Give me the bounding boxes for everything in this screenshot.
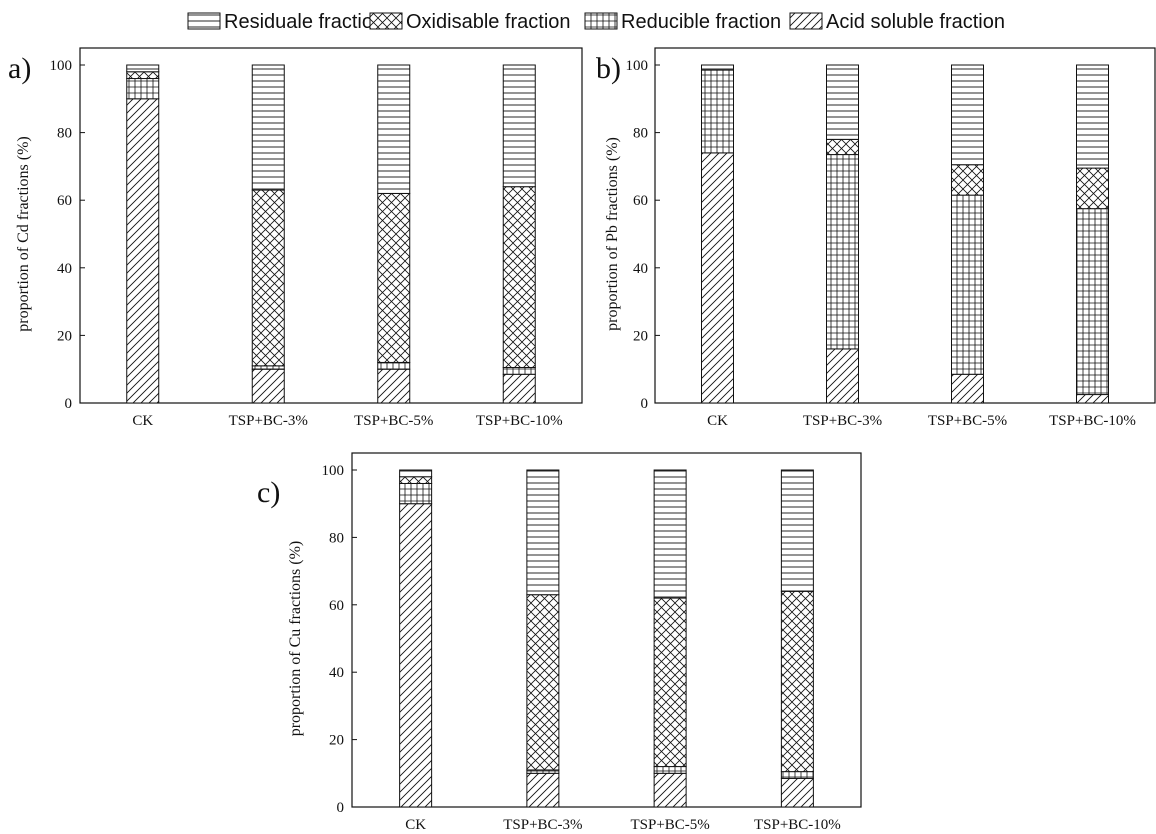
bar-segment-oxidisable — [526, 594, 560, 771]
y-axis-title: proportion of Cd fractions (%) — [15, 136, 32, 332]
bar-segment-residual — [526, 469, 560, 596]
legend-label-oxidisable: Oxidisable fraction — [406, 11, 571, 33]
y-tick-label: 40 — [57, 261, 72, 277]
legend-label-acid: Acid soluble fraction — [826, 11, 1005, 33]
y-tick-label: 100 — [626, 58, 649, 74]
y-tick-label: 100 — [50, 58, 73, 74]
bar-segment-acid — [951, 373, 984, 404]
y-tick-label: 0 — [65, 396, 73, 412]
bar-segment-residual — [653, 469, 687, 599]
bar-segment-reducible — [826, 154, 859, 350]
bar-segment-reducible — [951, 194, 984, 375]
bar-segment-acid — [1076, 394, 1109, 404]
bar-segment-acid — [826, 348, 859, 404]
x-tick-label: TSP+BC-5% — [630, 817, 709, 833]
bar-segment-acid — [126, 98, 160, 404]
legend-swatch-acid — [789, 12, 823, 30]
y-tick-label: 60 — [633, 193, 648, 209]
x-tick-label: TSP+BC-10% — [754, 817, 841, 833]
plot-frame — [351, 452, 862, 808]
bar-segment-oxidisable — [126, 71, 160, 80]
bar-segment-acid — [526, 772, 560, 808]
x-tick-label: TSP+BC-3% — [803, 413, 882, 429]
bar-segment-reducible — [1076, 208, 1109, 396]
legend: Residuale fraction Oxidisable fraction Red… — [187, 11, 1005, 33]
y-axis-title: proportion of Pb fractions (%) — [604, 137, 621, 331]
y-tick-label: 60 — [57, 193, 72, 209]
bar-segment-reducible — [780, 771, 814, 779]
legend-label-residual: Residuale fraction — [224, 11, 384, 33]
bar-segment-acid — [653, 772, 687, 808]
bar-segment-residual — [502, 64, 536, 188]
y-tick-label: 80 — [57, 126, 72, 142]
bar-segment-residual — [399, 469, 433, 478]
bar-segment-acid — [780, 777, 814, 808]
legend-label-reducible: Reducible fraction — [621, 11, 781, 33]
bar-segment-oxidisable — [251, 189, 285, 367]
bar-segment-oxidisable — [951, 164, 984, 196]
legend-swatch-residual — [187, 12, 221, 30]
bar-segment-reducible — [701, 69, 734, 154]
x-tick-label: TSP+BC-10% — [1049, 413, 1136, 429]
bar-segment-residual — [251, 64, 285, 191]
plot-frame — [79, 47, 583, 404]
x-tick-label: TSP+BC-3% — [229, 413, 308, 429]
panel-cd: 0 20 40 60 80 100 CK TSP+BC-3% TSP+BC-5% TSP+BC-1… — [8, 47, 583, 429]
legend-swatch-reducible — [584, 12, 618, 30]
y-tick-label: 20 — [633, 328, 648, 344]
bar-segment-reducible — [526, 769, 560, 774]
y-tick-label: 20 — [57, 328, 72, 344]
bar-segment-reducible — [126, 78, 160, 100]
bar-segment-residual — [826, 64, 859, 140]
y-tick-label: 0 — [641, 396, 649, 412]
x-tick-label: TSP+BC-3% — [503, 817, 582, 833]
bar-segment-residual — [1076, 64, 1109, 169]
panel-pb: 0 20 40 60 80 100 CK TSP+BC-3% TSP+BC-5% TSP+BC-1… — [596, 47, 1156, 429]
legend-swatch-oxidisable — [369, 12, 403, 30]
bar-segment-oxidisable — [377, 192, 411, 363]
x-tick-label: CK — [707, 413, 728, 429]
y-tick-label: 40 — [329, 665, 344, 681]
bar-segment-acid — [502, 373, 536, 404]
panel-cu: 0 20 40 60 80 100 CK TSP+BC-3% TSP+BC-5% TSP+BC-1… — [257, 452, 862, 833]
x-tick-label: TSP+BC-5% — [354, 413, 433, 429]
bar-segment-oxidisable — [399, 476, 433, 484]
x-tick-label: CK — [405, 817, 426, 833]
panel-label: c) — [257, 476, 280, 509]
y-axis-title: proportion of Cu fractions (%) — [287, 541, 304, 737]
y-tick-label: 20 — [329, 733, 344, 749]
y-tick-label: 60 — [329, 598, 344, 614]
bar-segment-acid — [701, 152, 734, 404]
x-tick-label: CK — [132, 413, 153, 429]
bar-segment-residual — [780, 469, 814, 592]
bar-segment-residual — [701, 64, 734, 71]
bar-segment-residual — [951, 64, 984, 166]
bar-segment-reducible — [502, 367, 536, 375]
bar-segment-oxidisable — [826, 138, 859, 156]
bar-segment-oxidisable — [1076, 167, 1109, 210]
panel-label: b) — [596, 52, 621, 85]
y-tick-label: 0 — [337, 800, 345, 816]
bar-segment-reducible — [399, 482, 433, 505]
x-tick-label: TSP+BC-10% — [476, 413, 563, 429]
bar-segment-oxidisable — [502, 186, 536, 369]
y-tick-label: 80 — [329, 530, 344, 546]
bar-segment-residual — [126, 64, 160, 73]
bar-segment-oxidisable — [780, 590, 814, 773]
bar-segment-reducible — [653, 766, 687, 774]
bar-segment-reducible — [251, 365, 285, 370]
bar-segment-acid — [377, 368, 411, 404]
bar-segment-acid — [399, 503, 433, 808]
bar-segment-reducible — [377, 361, 411, 370]
y-tick-label: 40 — [633, 261, 648, 277]
plot-frame — [654, 47, 1156, 404]
bar-segment-oxidisable — [653, 597, 687, 768]
y-tick-label: 80 — [633, 126, 648, 142]
y-tick-label: 100 — [322, 463, 345, 479]
x-tick-label: TSP+BC-5% — [928, 413, 1007, 429]
panel-label: a) — [8, 52, 31, 85]
bar-segment-acid — [251, 368, 285, 404]
bar-segment-residual — [377, 64, 411, 194]
